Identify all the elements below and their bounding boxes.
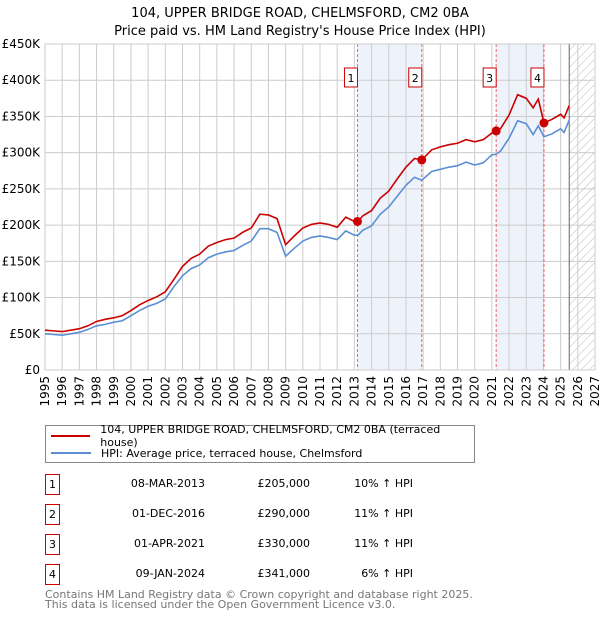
- shaded-period: [496, 44, 544, 370]
- transaction-price: £341,000: [257, 567, 311, 580]
- x-tick-label: 2016: [399, 376, 413, 407]
- footer-line-2: This data is licensed under the Open Gov…: [45, 598, 396, 611]
- sale-point: [491, 126, 501, 136]
- chart-subtitle: Price paid vs. HM Land Registry's House …: [114, 24, 486, 39]
- transaction-row: 2 01-DEC-2016 £290,000 11% ↑ HPI: [45, 504, 475, 525]
- x-tick-label: 1997: [72, 376, 86, 407]
- legend-property: 104, UPPER BRIDGE ROAD, CHELMSFORD, CM2 …: [100, 423, 441, 449]
- plot-area: £0 £50K £100K £150K £200K £250K £300K £350K £400…: [2, 37, 600, 407]
- marker-box: [408, 67, 423, 88]
- x-tick-label: 2009: [279, 376, 293, 407]
- y-tick-label: £250K: [2, 182, 42, 196]
- x-tick-label: 2013: [347, 376, 361, 407]
- transaction-hpi: 11% ↑ HPI: [354, 507, 413, 520]
- transaction-date: 01-DEC-2016: [131, 507, 205, 520]
- legend-red-line: [51, 435, 91, 437]
- sale-point: [417, 155, 427, 165]
- sale-point: [352, 216, 362, 226]
- x-tick-label: 2026: [571, 376, 585, 407]
- transaction-date: 08-MAR-2013: [130, 477, 205, 490]
- x-tick-label: 1995: [38, 376, 52, 407]
- x-tick-label: 2011: [313, 376, 327, 407]
- x-tick-label: 2019: [451, 376, 465, 407]
- x-tick-label: 2001: [141, 376, 155, 407]
- y-tick-label: £300K: [2, 146, 42, 160]
- x-tick-label: 2003: [176, 376, 190, 407]
- y-tick-label: £450K: [2, 37, 42, 51]
- x-tick-label: 2002: [158, 376, 172, 407]
- footer-line-1: Contains HM Land Registry data © Crown c…: [45, 588, 473, 601]
- sale-point: [539, 118, 549, 128]
- transaction-hpi: 10% ↑ HPI: [354, 477, 413, 490]
- chart-title: 104, UPPER BRIDGE ROAD, CHELMSFORD, CM2 …: [131, 6, 469, 21]
- y-tick-label: £0: [25, 363, 40, 377]
- transaction-hpi: 11% ↑ HPI: [354, 537, 413, 550]
- transaction-price: £330,000: [257, 537, 311, 550]
- x-tick-label: 1998: [90, 376, 104, 407]
- x-tick-label: 2023: [519, 376, 533, 407]
- x-tick-label: 1996: [55, 376, 69, 407]
- marker-label: 3: [486, 72, 493, 85]
- x-tick-label: 2008: [261, 376, 275, 407]
- transaction-row: 3 01-APR-2021 £330,000 11% ↑ HPI: [45, 534, 475, 555]
- legend-hpi: HPI: Average price, terraced house, Chel…: [101, 446, 363, 460]
- x-tick-label: 2006: [227, 376, 241, 407]
- footer: Contains HM Land Registry data © Crown c…: [45, 588, 473, 611]
- marker-label: 4: [534, 72, 541, 85]
- transaction-row: 1 08-MAR-2013 £205,000 10% ↑ HPI: [45, 474, 475, 495]
- plot-border: [44, 43, 596, 371]
- hpi-line: [44, 119, 570, 337]
- x-tick-label: 2027: [588, 376, 600, 407]
- x-tick-label: 2018: [433, 376, 447, 407]
- x-tick-label: 1999: [107, 376, 121, 407]
- y-tick-label: £400K: [2, 73, 42, 87]
- transaction-number: 2: [45, 504, 60, 525]
- x-tick-label: 2022: [502, 376, 516, 407]
- y-tick-label: £200K: [2, 218, 42, 232]
- transaction-row: 4 09-JAN-2024 £341,000 6% ↑ HPI: [45, 564, 475, 585]
- x-tick-label: 2005: [210, 376, 224, 407]
- transaction-price: £290,000: [257, 507, 311, 520]
- y-tick-label: £50K: [9, 327, 41, 341]
- transaction-date: 09-JAN-2024: [135, 567, 205, 580]
- forecast-hatch: [569, 44, 595, 370]
- marker-label: 2: [412, 72, 419, 85]
- transaction-price: £205,000: [257, 477, 311, 490]
- legend-blue-line: [51, 452, 91, 454]
- x-tick-label: 2007: [244, 376, 258, 407]
- x-tick-label: 2004: [193, 376, 207, 407]
- x-tick-label: 2012: [330, 376, 344, 407]
- marker-box: [530, 67, 545, 88]
- property-price-line: [44, 93, 570, 333]
- transaction-number: 3: [45, 534, 60, 555]
- x-tick-label: 2014: [365, 376, 379, 407]
- y-tick-label: £100K: [2, 291, 42, 305]
- transaction-hpi: 6% ↑ HPI: [361, 567, 413, 580]
- marker-label: 1: [347, 72, 354, 85]
- transaction-number: 1: [45, 474, 60, 495]
- transaction-date: 01-APR-2021: [133, 537, 205, 550]
- x-tick-label: 2000: [124, 376, 138, 407]
- x-tick-label: 2024: [536, 376, 550, 407]
- x-tick-label: 2010: [296, 376, 310, 407]
- marker-box: [482, 67, 497, 88]
- x-tick-label: 2015: [382, 376, 396, 407]
- transaction-number: 4: [45, 564, 60, 585]
- legend: 104, UPPER BRIDGE ROAD, CHELMSFORD, CM2 …: [45, 423, 475, 463]
- marker-box: [343, 67, 358, 88]
- y-tick-label: £150K: [2, 254, 42, 268]
- x-tick-label: 2025: [554, 376, 568, 407]
- x-tick-label: 2017: [416, 376, 430, 407]
- x-tick-label: 2020: [468, 376, 482, 407]
- y-tick-label: £350K: [2, 109, 42, 123]
- x-tick-label: 2021: [485, 376, 499, 407]
